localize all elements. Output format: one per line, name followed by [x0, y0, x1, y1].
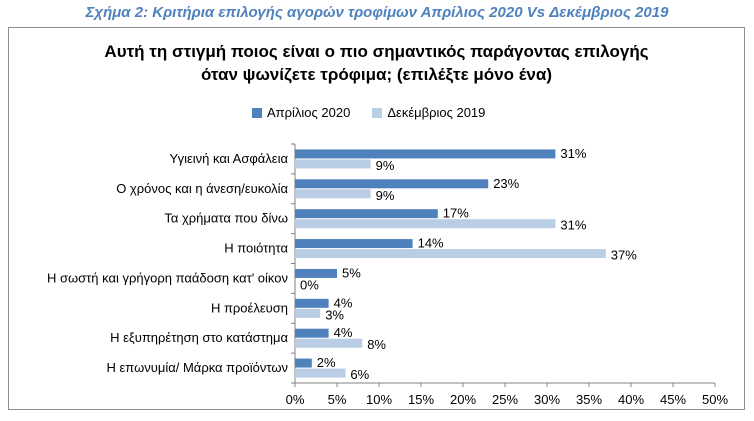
bar-series-0-5 — [295, 298, 329, 308]
value-label-series-0-2: 17% — [443, 206, 469, 221]
figure-caption: Σχήμα 2: Κριτήρια επιλογής αγορών τροφίμ… — [85, 4, 669, 21]
category-label-6: Η εξυπηρέτηση στο κατάστημα — [110, 330, 288, 345]
bar-series-0-4 — [295, 268, 337, 278]
x-tick-label-6: 30% — [534, 392, 560, 407]
value-label-series-1-3: 37% — [611, 248, 637, 263]
chart-title: Αυτή τη στιγμή ποιος είναι ο πιο σημαντι… — [9, 40, 744, 86]
value-label-series-1-1: 9% — [376, 188, 395, 203]
value-label-series-1-5: 3% — [325, 307, 344, 322]
chart-title-line-1: Αυτή τη στιγμή ποιος είναι ο πιο σημαντι… — [104, 42, 649, 61]
value-label-series-1-7: 6% — [350, 367, 369, 382]
category-label-3: Η ποιότητα — [224, 241, 288, 256]
legend-swatch-december-2019 — [372, 107, 383, 118]
x-tick-label-2: 10% — [366, 392, 392, 407]
bar-series-0-6 — [295, 328, 329, 338]
category-label-1: Ο χρόνος και η άνεση/ευκολία — [116, 181, 288, 196]
bar-chart: 0% 5% 10% 15% 20% 25% 30% 35% 40% 45% 50% Υγιεινή κ… — [47, 143, 728, 407]
x-tick-label-4: 20% — [450, 392, 476, 407]
value-label-series-0-4: 5% — [342, 265, 361, 280]
category-label-4: Η σωστή και γρήγορη παάδοση κατ' οίκον — [47, 270, 288, 285]
category-label-5: Η προέλευση — [211, 300, 288, 315]
x-tick-label-5: 25% — [492, 392, 518, 407]
bar-series-1-0 — [295, 159, 371, 169]
value-label-series-0-6: 4% — [334, 325, 353, 340]
legend-label-december-2019: Δεκέμβριος 2019 — [387, 105, 486, 120]
bar-series-1-2 — [295, 219, 556, 229]
category-label-0: Υγιεινή και Ασφάλεια — [170, 151, 289, 166]
value-label-series-1-2: 31% — [560, 218, 586, 233]
legend-label-april-2020: Απρίλιος 2020 — [267, 105, 351, 120]
bar-series-0-7 — [295, 358, 312, 368]
bar-series-0-3 — [295, 239, 413, 249]
value-label-series-0-3: 14% — [418, 236, 444, 251]
bar-series-0-1 — [295, 179, 489, 189]
x-tick-label-3: 15% — [408, 392, 434, 407]
x-tick-label-9: 45% — [660, 392, 686, 407]
bar-series-1-7 — [295, 368, 346, 378]
legend-swatch-april-2020 — [252, 107, 262, 118]
value-label-series-0-5: 4% — [334, 295, 353, 310]
x-tick-label-10: 50% — [702, 392, 728, 407]
value-label-series-1-6: 8% — [367, 337, 386, 352]
x-tick-label-8: 40% — [618, 392, 644, 407]
value-label-series-0-7: 2% — [317, 355, 336, 370]
chart-title-line-2: όταν ψωνίζετε τρόφιμα; (επιλέξτε μόνο έν… — [200, 65, 552, 84]
chart-legend: Απρίλιος 2020 Δεκέμβριος 2019 — [252, 105, 507, 120]
category-label-2: Τα χρήματα που δίνω — [164, 211, 288, 226]
x-tick-label-7: 35% — [576, 392, 602, 407]
legend-item-december-2019: Δεκέμβριος 2019 — [372, 105, 485, 120]
x-tick-label-1: 5% — [328, 392, 347, 407]
x-tick-label-0: 0% — [286, 392, 305, 407]
bar-series-1-5 — [295, 308, 321, 318]
value-label-series-0-0: 31% — [560, 146, 586, 161]
value-label-series-1-4: 0% — [300, 277, 319, 292]
value-label-series-1-0: 9% — [376, 158, 395, 173]
chart-frame: Αυτή τη στιγμή ποιος είναι ο πιο σημαντι… — [8, 27, 745, 410]
category-label-7: Η επωνυμία/ Μάρκα προϊόντων — [107, 360, 288, 375]
bar-series-1-6 — [295, 338, 363, 348]
value-label-series-0-1: 23% — [493, 176, 519, 191]
legend-item-april-2020: Απρίλιος 2020 — [252, 105, 350, 120]
bar-series-0-2 — [295, 209, 438, 219]
bar-series-1-1 — [295, 189, 371, 199]
bar-series-1-3 — [295, 249, 606, 259]
bar-series-0-0 — [295, 149, 556, 159]
